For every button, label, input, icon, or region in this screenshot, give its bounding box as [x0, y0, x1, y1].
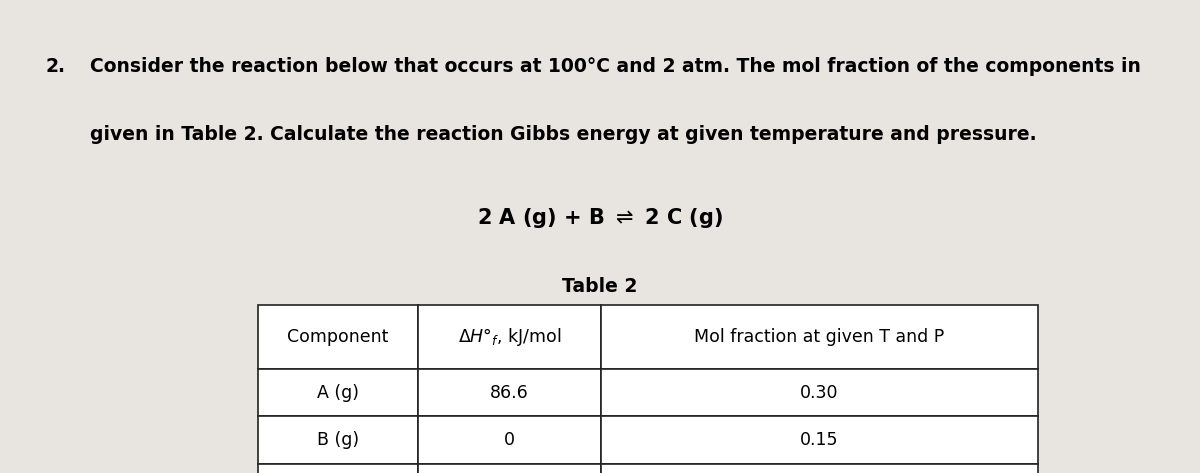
Text: 0: 0 [504, 431, 515, 449]
Text: Consider the reaction below that occurs at 100°C and 2 atm. The mol fraction of : Consider the reaction below that occurs … [90, 57, 1141, 76]
Text: 2.: 2. [46, 57, 66, 76]
Text: 0.15: 0.15 [800, 431, 839, 449]
Text: A (g): A (g) [317, 384, 359, 402]
Text: Mol fraction at given T and P: Mol fraction at given T and P [695, 328, 944, 346]
Text: 86.6: 86.6 [490, 384, 529, 402]
Text: $\Delta H°_f$, kJ/mol: $\Delta H°_f$, kJ/mol [458, 326, 562, 348]
Text: Table 2: Table 2 [563, 277, 637, 296]
Text: 0.30: 0.30 [800, 384, 839, 402]
Text: B (g): B (g) [317, 431, 359, 449]
Text: 2 A (g) + B $\rightleftharpoons$ 2 C (g): 2 A (g) + B $\rightleftharpoons$ 2 C (g) [478, 206, 722, 230]
Text: Component: Component [287, 328, 389, 346]
Text: given in Table 2. Calculate the reaction Gibbs energy at given temperature and p: given in Table 2. Calculate the reaction… [90, 125, 1037, 144]
